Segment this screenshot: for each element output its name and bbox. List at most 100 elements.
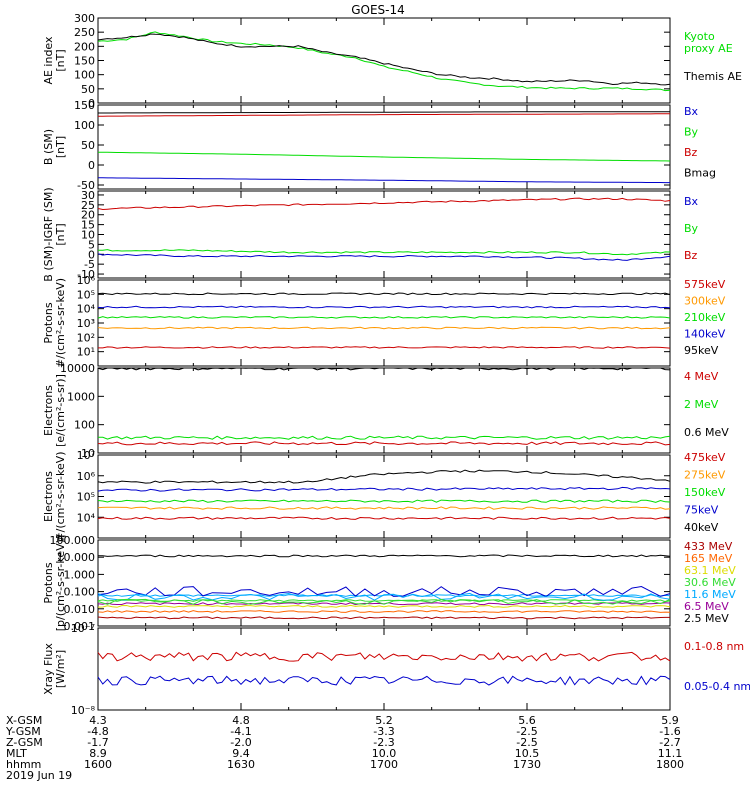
x-row-value: 4.3 bbox=[89, 714, 107, 727]
series-line-575keV bbox=[98, 346, 671, 349]
y-tick-label: 150 bbox=[74, 55, 95, 68]
series-line-475keV bbox=[97, 516, 671, 520]
y-tick-label: 20 bbox=[81, 209, 95, 222]
x-row-value: -2.0 bbox=[230, 736, 251, 749]
legend-label: 0.6 MeV bbox=[684, 426, 729, 439]
y-tick-label: 1000 bbox=[67, 390, 95, 403]
y-axis-label: [W/m²] bbox=[54, 650, 67, 688]
legend-label: Kyoto bbox=[684, 30, 715, 43]
legend-label: 95keV bbox=[684, 344, 719, 357]
panel-frame bbox=[97, 539, 671, 627]
x-row-value: 1730 bbox=[513, 758, 541, 771]
x-row-value: 5.2 bbox=[375, 714, 393, 727]
y-tick-label: 50 bbox=[81, 139, 95, 152]
y-tick-label: 200 bbox=[74, 40, 95, 53]
legend-label: Bz bbox=[684, 249, 698, 262]
y-tick-label: 25 bbox=[81, 199, 95, 212]
panel-frame bbox=[97, 104, 671, 190]
panel-elec1: 10 100 1000 10000 Electrons [e/(cm²-s-sr)] 4 M… bbox=[42, 362, 729, 460]
legend-label: Themis AE bbox=[683, 70, 742, 83]
legend-label: 30.6 MeV bbox=[684, 576, 736, 589]
y-axis-label: [p/(cm²-s-sr-keV)] bbox=[54, 535, 67, 632]
panel-frame bbox=[97, 454, 671, 539]
x-row-value: -1.6 bbox=[659, 725, 680, 738]
x-row-value: 5.9 bbox=[661, 714, 679, 727]
legend-label: 4 MeV bbox=[684, 370, 719, 383]
legend-label: 6.5 MeV bbox=[684, 600, 729, 613]
series-line-noise-cyan bbox=[97, 592, 671, 601]
x-row-value: -4.1 bbox=[230, 725, 251, 738]
series-line-2.5-MeV bbox=[97, 554, 671, 558]
legend-label: 140keV bbox=[684, 328, 726, 341]
legend-label: 63.1 MeV bbox=[684, 564, 736, 577]
panel-xray: 10⁻⁸ 10⁻⁷ Xray Flux [W/m²] 0.1-0.8 nm 0.05-0.… bbox=[42, 622, 750, 717]
legend-label: 75keV bbox=[684, 504, 719, 517]
legend-label: 40keV bbox=[684, 521, 719, 534]
panel-elec2: 10⁴ 10⁵ 10⁶ 10⁷ Electrons #/(cm²-s-sr-keV) 475… bbox=[42, 449, 726, 542]
series-line-165-MeV bbox=[97, 610, 671, 613]
figure-title: GOES-14 bbox=[351, 3, 405, 17]
y-tick-label: 150 bbox=[74, 99, 95, 112]
legend-label: 300keV bbox=[684, 295, 726, 308]
y-tick-label: 0.001 bbox=[64, 620, 96, 633]
y-tick-label: -5 bbox=[84, 258, 95, 271]
y-tick-label: 10⁻⁸ bbox=[71, 704, 96, 717]
x-row-value: -3.3 bbox=[373, 725, 394, 738]
y-axis-label: Xray Flux bbox=[42, 643, 55, 695]
x-row-value: -2.5 bbox=[516, 736, 537, 749]
y-axis-label: #/(cm²-s-sr-keV) bbox=[54, 451, 67, 541]
series-line-140keV bbox=[97, 305, 671, 309]
y-tick-label: 0.010 bbox=[64, 603, 96, 616]
y-axis-label: B (SM) bbox=[42, 129, 55, 165]
x-row-label: Z-GSM bbox=[6, 736, 43, 749]
x-row-value: -4.8 bbox=[87, 725, 108, 738]
y-tick-label: 10⁶ bbox=[77, 274, 96, 287]
legend-label: 475keV bbox=[684, 451, 726, 464]
y-tick-label: 10⁶ bbox=[77, 470, 96, 483]
panel-prot2: 0.001 0.010 0.100 1.000 10.000 100.000 Protons… bbox=[42, 534, 736, 633]
x-row-value: 10.5 bbox=[515, 747, 540, 760]
y-tick-label: 30 bbox=[81, 189, 95, 202]
y-axis-label: Electrons bbox=[42, 471, 55, 522]
series-line-75keV bbox=[97, 486, 671, 492]
series-line-0.6-MeV bbox=[97, 367, 671, 371]
series-line-0.05-0.4-nm bbox=[97, 675, 671, 686]
series-line-275keV bbox=[97, 506, 671, 510]
y-axis-label: Protons bbox=[42, 562, 55, 603]
y-tick-label: 10³ bbox=[77, 317, 95, 330]
series-line-noise-blue bbox=[97, 585, 671, 598]
legend-label: 11.6 MeV bbox=[684, 588, 736, 601]
series-line-433-MeV bbox=[97, 616, 670, 620]
x-row-label: X-GSM bbox=[6, 714, 42, 727]
y-tick-label: 10⁵ bbox=[77, 288, 95, 301]
x-axis: X-GSM 4.3 4.8 5.2 5.6 5.9Y-GSM -4.8 -4.1 -3.3 -2.… bbox=[5, 714, 684, 782]
x-row-value: 4.8 bbox=[232, 714, 250, 727]
legend-label: 575keV bbox=[684, 278, 726, 291]
series-line-Bz bbox=[97, 197, 671, 211]
y-tick-label: 10⁻⁷ bbox=[71, 622, 95, 635]
x-row-value: 9.4 bbox=[232, 747, 250, 760]
series-line-Bx bbox=[98, 177, 670, 184]
legend-label: 150keV bbox=[684, 486, 726, 499]
y-axis-label: [nT] bbox=[54, 223, 67, 245]
legend-label: proxy AE bbox=[684, 42, 733, 55]
legend-label: 2 MeV bbox=[684, 398, 719, 411]
y-tick-label: -50 bbox=[77, 179, 95, 192]
x-row-value: -2.3 bbox=[373, 736, 394, 749]
series-line-95keV bbox=[97, 292, 671, 296]
y-tick-label: 10¹ bbox=[77, 346, 95, 359]
legend-label: 433 MeV bbox=[684, 540, 733, 553]
panel-frame bbox=[97, 367, 671, 454]
series-line-210keV bbox=[97, 316, 671, 319]
y-tick-label: 5 bbox=[88, 238, 95, 251]
y-tick-label: 10⁵ bbox=[77, 491, 95, 504]
series-line-noise-green bbox=[97, 598, 671, 605]
x-row-label: MLT bbox=[6, 747, 27, 760]
y-axis-label: AE index bbox=[42, 36, 55, 85]
y-tick-label: 10⁴ bbox=[77, 303, 96, 316]
x-row-value: -2.5 bbox=[516, 725, 537, 738]
y-axis-label: [e/(cm²-s-sr)] bbox=[54, 374, 67, 447]
panel-b: -50 0 50 100 150 B (SM) [nT] Bx By Bz Bmag bbox=[42, 99, 716, 192]
date-label: 2019 Jun 19 bbox=[6, 769, 72, 782]
